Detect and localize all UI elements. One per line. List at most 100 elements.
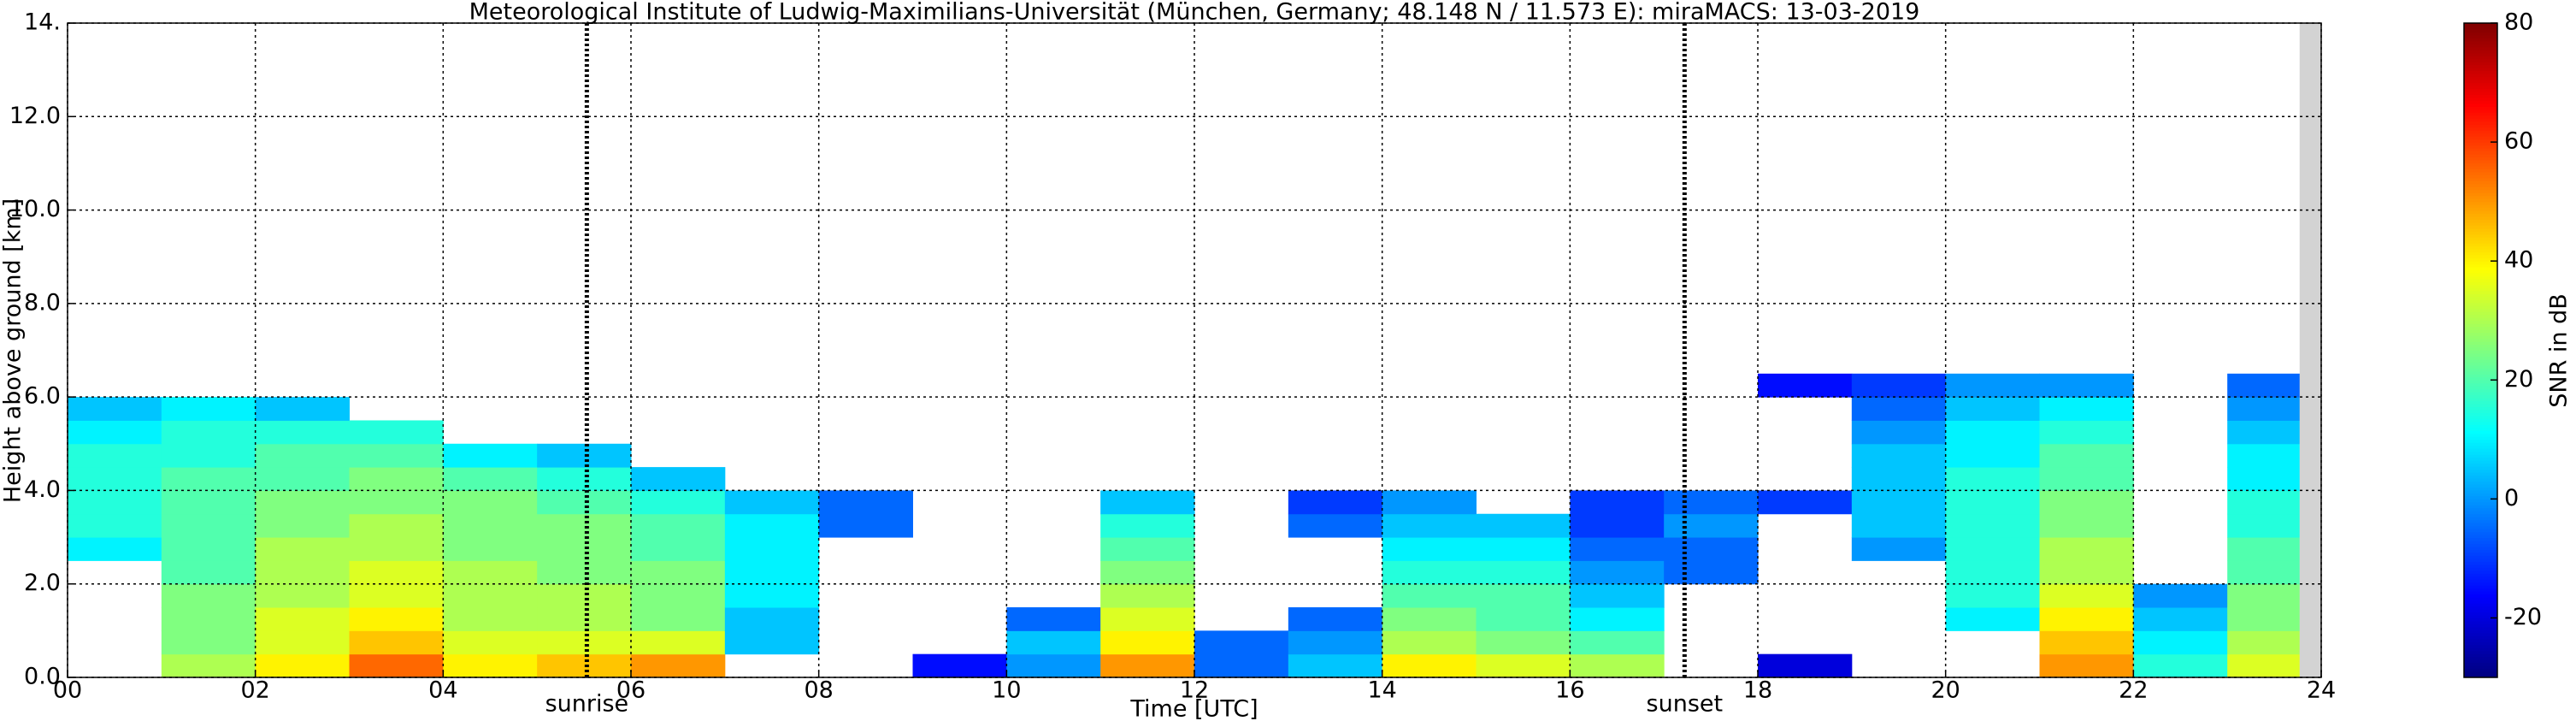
heatmap-cell bbox=[255, 630, 350, 655]
heatmap-cell bbox=[1194, 653, 1289, 678]
y-tick-label: 14. bbox=[24, 9, 61, 36]
heatmap-cell bbox=[2133, 583, 2228, 608]
colorbar-swatch bbox=[2464, 517, 2497, 521]
colorbar-swatch bbox=[2464, 198, 2497, 203]
heatmap-cell bbox=[349, 467, 444, 491]
colorbar-swatch bbox=[2464, 662, 2497, 666]
heatmap-cell bbox=[912, 653, 1007, 678]
heatmap-cell bbox=[1100, 513, 1195, 538]
heatmap-cell bbox=[1382, 630, 1477, 655]
colorbar-swatch bbox=[2464, 529, 2497, 533]
heatmap-cell bbox=[2039, 373, 2134, 398]
heatmap-cell bbox=[1288, 513, 1383, 538]
colorbar-swatch bbox=[2464, 130, 2497, 134]
colorbar-swatch bbox=[2464, 329, 2497, 334]
colorbar-swatch bbox=[2464, 457, 2497, 461]
colorbar-swatch bbox=[2464, 398, 2497, 402]
heatmap-cell bbox=[255, 537, 350, 561]
colorbar-swatch bbox=[2464, 255, 2497, 259]
heatmap-cell bbox=[1945, 513, 2040, 538]
heatmap-cell bbox=[1758, 373, 1853, 398]
colorbar-swatch bbox=[2464, 665, 2497, 670]
heatmap-cell bbox=[1758, 653, 1853, 678]
colorbar-swatch bbox=[2464, 463, 2497, 467]
colorbar-swatch bbox=[2464, 374, 2497, 378]
colorbar-swatch bbox=[2464, 368, 2497, 372]
colorbar-swatch bbox=[2464, 121, 2497, 125]
colorbar-swatch bbox=[2464, 245, 2497, 250]
colorbar-swatch bbox=[2464, 219, 2497, 223]
colorbar-swatch bbox=[2464, 573, 2497, 577]
colorbar-swatch bbox=[2464, 124, 2497, 128]
heatmap-cell bbox=[1382, 653, 1477, 678]
colorbar-swatch bbox=[2464, 656, 2497, 660]
heatmap-cell bbox=[68, 490, 162, 515]
colorbar-swatch bbox=[2464, 275, 2497, 280]
heatmap-cell bbox=[1851, 420, 1947, 445]
colorbar-swatch bbox=[2464, 570, 2497, 574]
chart-title: Meteorological Institute of Ludwig-Maxim… bbox=[469, 0, 1920, 26]
colorbar-swatch bbox=[2464, 671, 2497, 676]
heatmap-cell bbox=[68, 397, 162, 421]
colorbar-swatch bbox=[2464, 207, 2497, 211]
colorbar-swatch bbox=[2464, 606, 2497, 610]
colorbar-swatch bbox=[2464, 344, 2497, 348]
colorbar-swatch bbox=[2464, 427, 2497, 431]
colorbar-swatch bbox=[2464, 412, 2497, 417]
heatmap-cell bbox=[2039, 443, 2134, 468]
colorbar-swatch bbox=[2464, 231, 2497, 235]
colorbar-swatch bbox=[2464, 46, 2497, 50]
heatmap-cell bbox=[2133, 607, 2228, 631]
heatmap-cell bbox=[255, 467, 350, 491]
colorbar-swatch bbox=[2464, 650, 2497, 654]
colorbar-tick-label: 40 bbox=[2504, 247, 2533, 274]
colorbar-swatch bbox=[2464, 454, 2497, 458]
heatmap-cell bbox=[443, 467, 538, 491]
colorbar-swatch bbox=[2464, 287, 2497, 292]
x-tick-label: 12 bbox=[1180, 677, 1209, 704]
colorbar-swatch bbox=[2464, 112, 2497, 116]
colorbar-swatch bbox=[2464, 647, 2497, 652]
colorbar-swatch bbox=[2464, 541, 2497, 545]
colorbar-swatch bbox=[2464, 493, 2497, 497]
colorbar-swatch bbox=[2464, 380, 2497, 384]
heatmap-cell bbox=[1664, 560, 1759, 585]
colorbar-swatch bbox=[2464, 213, 2497, 217]
heatmap-cell bbox=[1288, 490, 1383, 515]
colorbar-swatch bbox=[2464, 629, 2497, 634]
colorbar-swatch bbox=[2464, 195, 2497, 199]
heatmap-cell bbox=[1100, 583, 1195, 608]
colorbar-swatch bbox=[2464, 564, 2497, 568]
colorbar-label: SNR in dB bbox=[2546, 293, 2573, 408]
colorbar-swatch bbox=[2464, 525, 2497, 529]
heatmap-cell bbox=[537, 630, 632, 655]
y-tick-label: 4.0 bbox=[24, 476, 61, 503]
heatmap-cell bbox=[1288, 607, 1383, 631]
colorbar-swatch bbox=[2464, 82, 2497, 86]
colorbar-swatch bbox=[2464, 145, 2497, 149]
colorbar-swatch bbox=[2464, 201, 2497, 205]
colorbar-swatch bbox=[2464, 603, 2497, 607]
heatmap-cell bbox=[1476, 513, 1571, 538]
colorbar-swatch bbox=[2464, 624, 2497, 628]
heatmap-cell bbox=[1382, 513, 1477, 538]
colorbar-swatch bbox=[2464, 216, 2497, 220]
x-tick-label: 20 bbox=[1931, 677, 1960, 704]
heatmap-cell bbox=[1570, 607, 1665, 631]
heatmap-cell bbox=[68, 467, 162, 491]
colorbar-swatch bbox=[2464, 585, 2497, 589]
heatmap-cell bbox=[1570, 537, 1665, 561]
heatmap-cell bbox=[255, 607, 350, 631]
x-tick-label: 24 bbox=[2307, 677, 2336, 704]
colorbar-swatch bbox=[2464, 263, 2497, 268]
heatmap-cell bbox=[1945, 583, 2040, 608]
colorbar-swatch bbox=[2464, 109, 2497, 113]
heatmap-cell bbox=[1945, 607, 2040, 631]
colorbar-swatch bbox=[2464, 635, 2497, 640]
colorbar-swatch bbox=[2464, 100, 2497, 104]
heatmap-cell bbox=[2039, 490, 2134, 515]
colorbar-swatch bbox=[2464, 183, 2497, 187]
colorbar-swatch bbox=[2464, 34, 2497, 38]
colorbar-swatch bbox=[2464, 451, 2497, 455]
